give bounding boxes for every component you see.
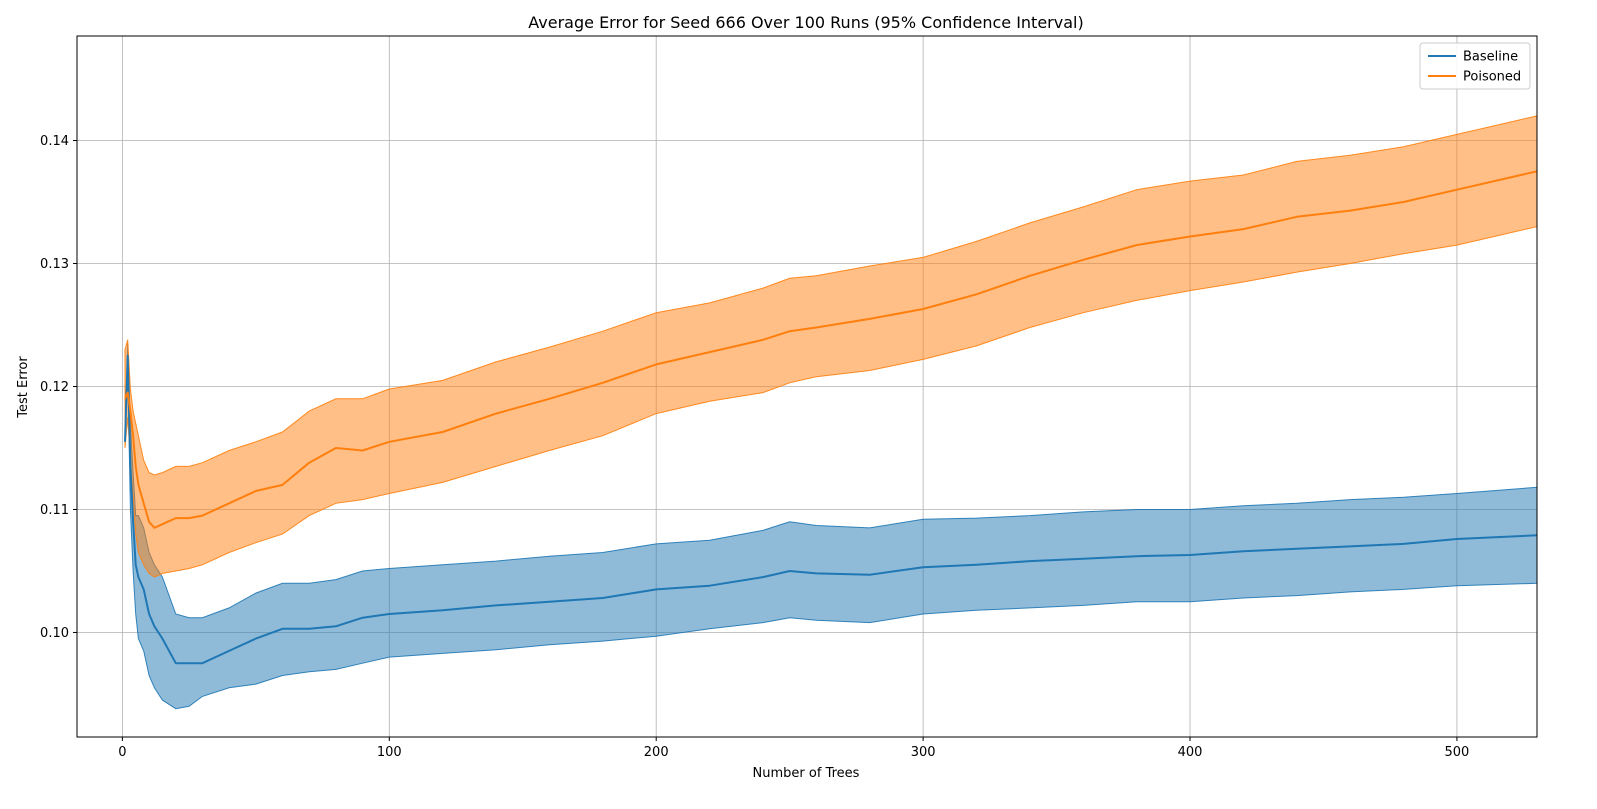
legend: Baseline Poisoned <box>1419 42 1531 90</box>
legend-label-baseline: Baseline <box>1463 50 1518 65</box>
y-axis-label: Test Error <box>16 356 31 419</box>
x-tick-label: 300 <box>911 745 936 760</box>
y-tick-label: 0.14 <box>40 134 69 149</box>
legend-box <box>1419 42 1531 90</box>
x-axis: 0 100 200 300 400 500 <box>118 737 1469 760</box>
x-tick-label: 500 <box>1445 745 1470 760</box>
y-tick-label: 0.10 <box>40 626 69 641</box>
y-tick-label: 0.11 <box>40 503 69 518</box>
y-tick-label: 0.12 <box>40 380 69 395</box>
chart-title: Average Error for Seed 666 Over 100 Runs… <box>528 13 1083 32</box>
series-line-baseline <box>124 354 1538 665</box>
series-lines <box>124 170 1538 665</box>
legend-label-poisoned: Poisoned <box>1463 70 1521 85</box>
x-tick-label: 0 <box>118 745 126 760</box>
x-axis-label: Number of Trees <box>753 766 860 781</box>
y-tick-label: 0.13 <box>40 257 69 272</box>
series-line-poisoned <box>124 170 1538 529</box>
x-tick-label: 400 <box>1178 745 1203 760</box>
y-axis: 0.10 0.11 0.12 0.13 0.14 <box>40 134 77 641</box>
x-tick-label: 200 <box>644 745 669 760</box>
x-tick-label: 100 <box>377 745 402 760</box>
plot-area <box>76 35 1538 738</box>
